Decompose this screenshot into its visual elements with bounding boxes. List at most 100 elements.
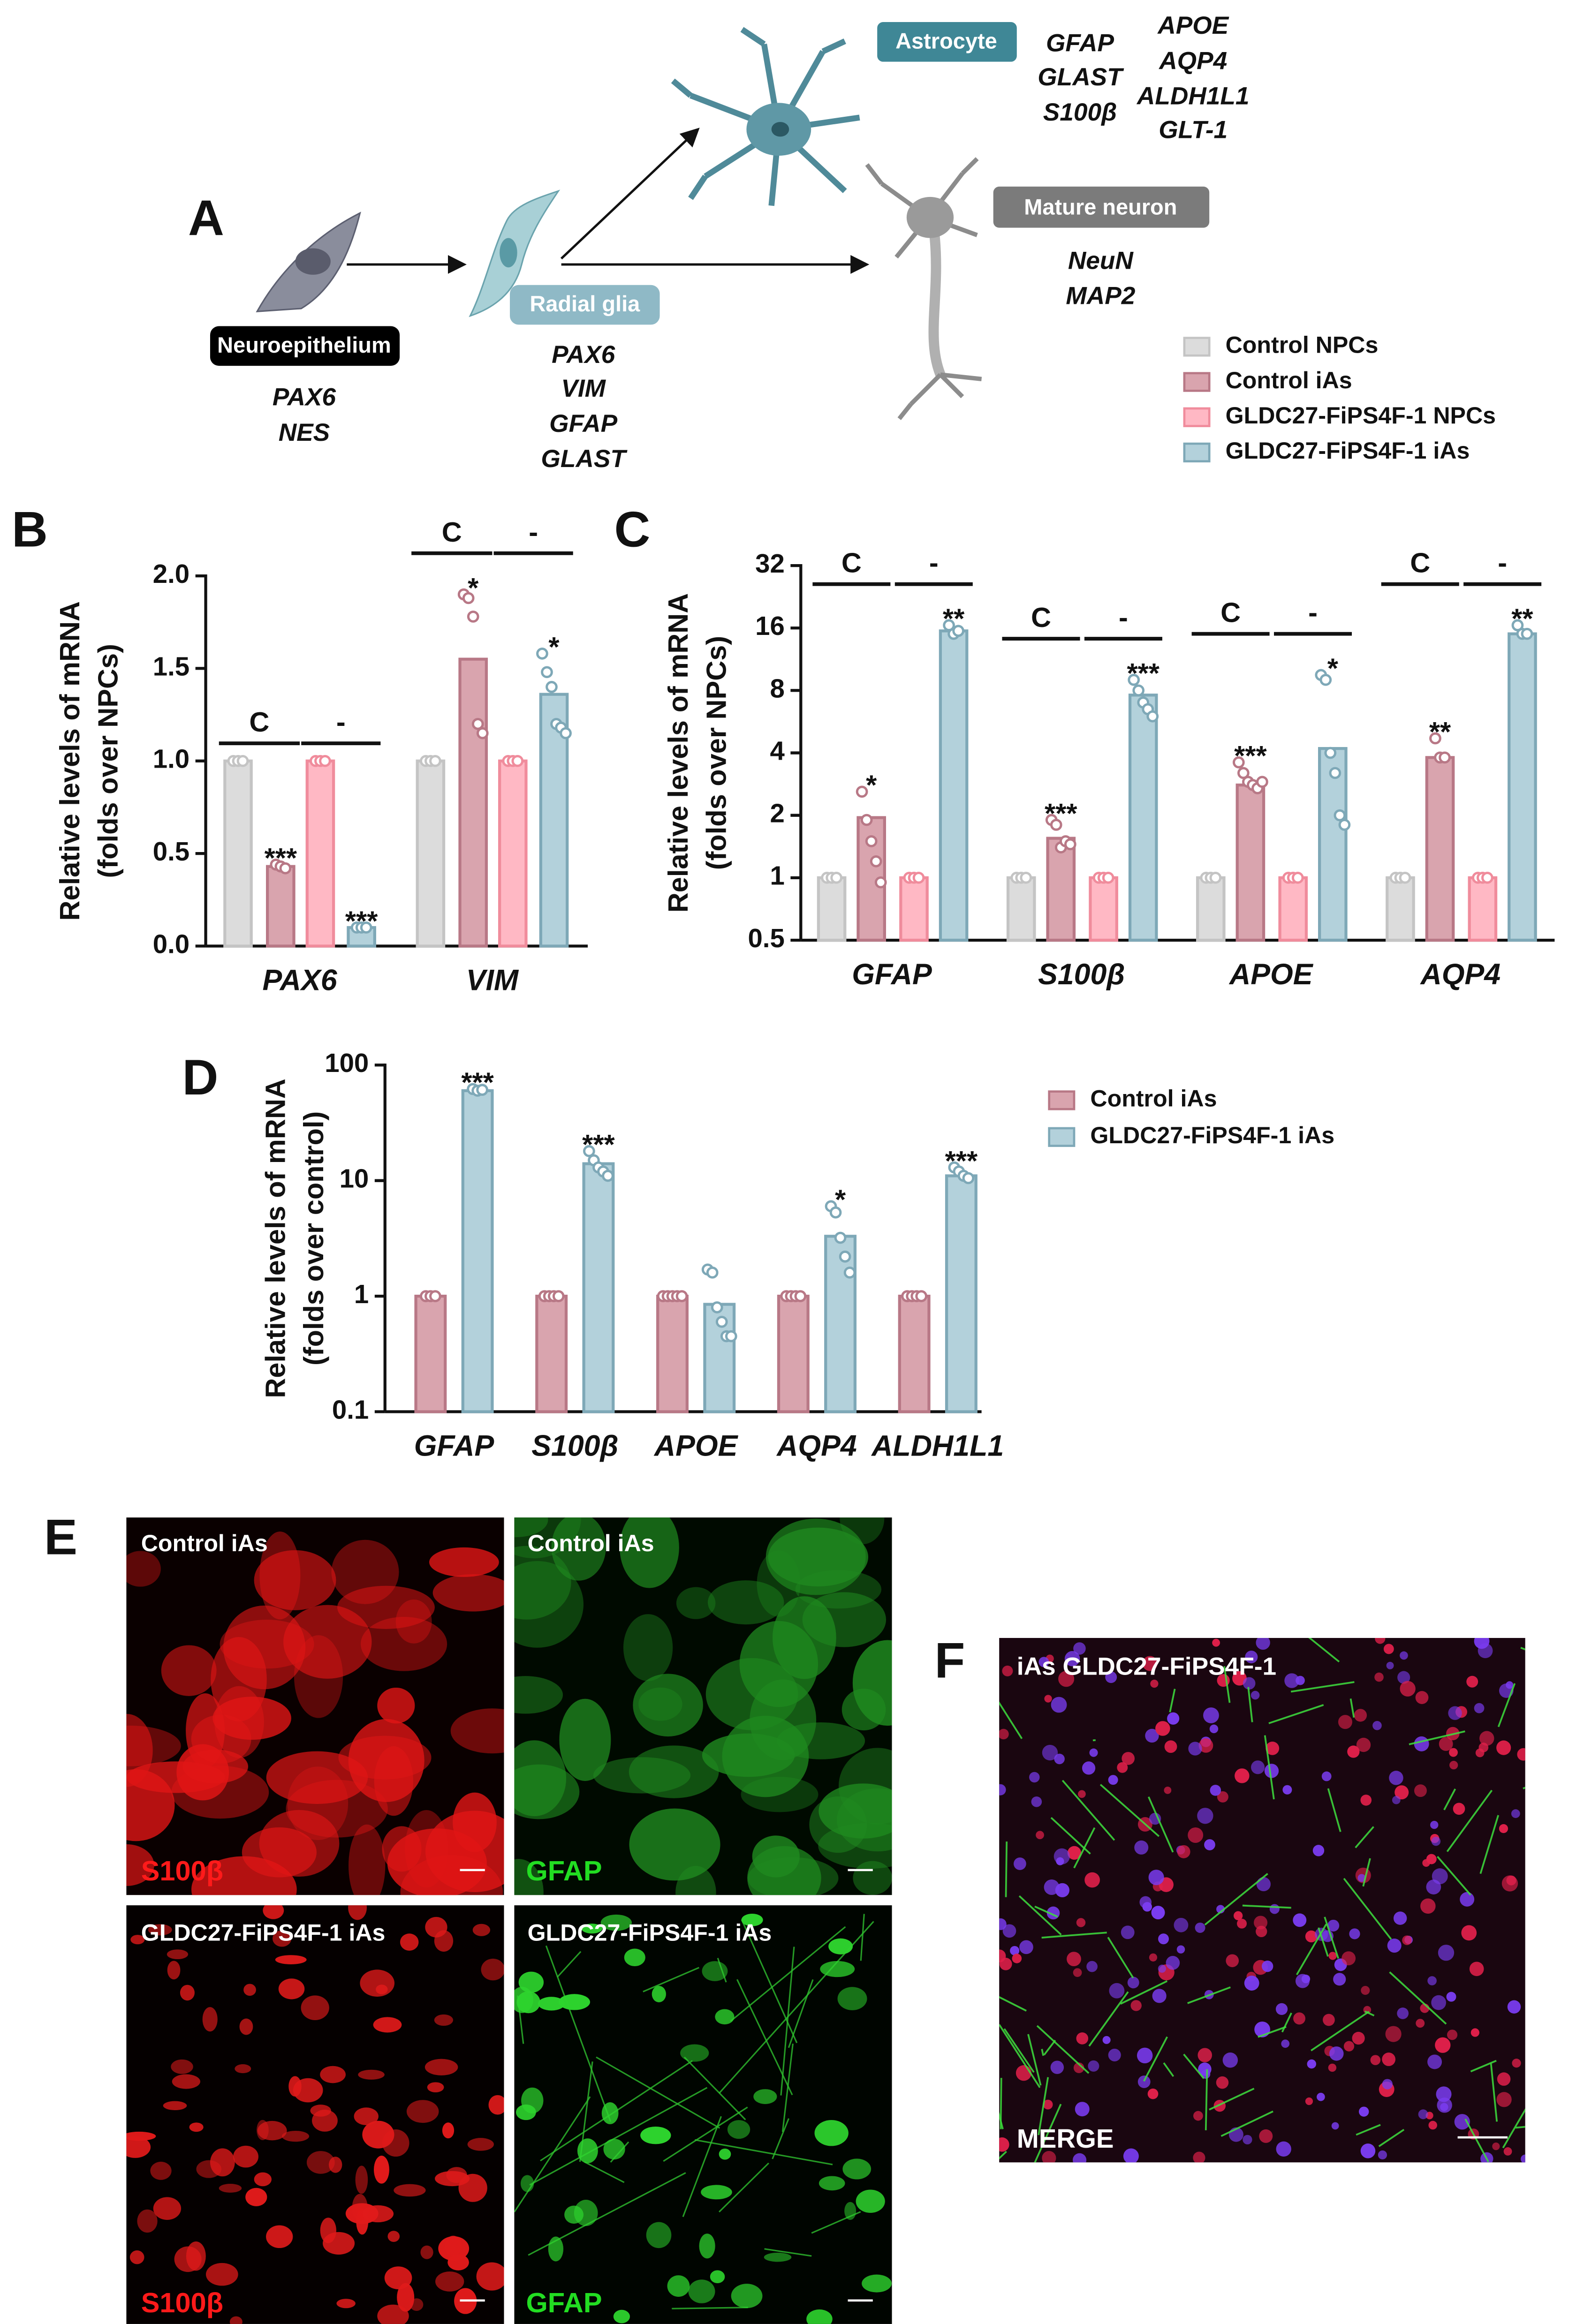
process <box>1247 1687 1253 1722</box>
bar <box>824 1235 857 1413</box>
cell <box>275 1955 307 1964</box>
cell <box>828 1938 853 1954</box>
significance: *** <box>265 842 297 874</box>
nucleus <box>1461 1925 1477 1941</box>
cell <box>425 1917 447 1938</box>
micrograph-content <box>126 1517 1525 2324</box>
nucleus <box>1212 1638 1220 1647</box>
nucleus <box>1036 1831 1044 1840</box>
nucleus <box>1042 1744 1058 1761</box>
nucleus <box>999 1728 1009 1740</box>
micrograph <box>999 1637 1525 2163</box>
bar <box>1128 694 1158 942</box>
comparison-label: - <box>1308 597 1318 628</box>
process <box>781 2044 794 2132</box>
cell <box>126 1844 154 1886</box>
nucleus <box>1082 1761 1096 1775</box>
cell <box>844 2202 856 2220</box>
process <box>1520 1646 1525 1651</box>
cell <box>254 1550 336 1610</box>
cell <box>514 1676 563 1714</box>
process <box>999 2024 1041 2088</box>
comparison-label: C <box>841 547 862 579</box>
nucleus <box>1123 2148 1139 2163</box>
comparison-label: C <box>249 706 269 738</box>
process <box>772 2118 789 2159</box>
data-point <box>583 1145 595 1157</box>
cell <box>180 1984 195 2001</box>
process <box>1479 1815 1500 1874</box>
legend-swatch <box>1048 1090 1076 1110</box>
nucleus <box>1466 1675 1478 1688</box>
process <box>999 1701 1023 1739</box>
process <box>1268 1704 1324 1724</box>
bar <box>1006 876 1036 942</box>
nucleus <box>1155 1721 1170 1736</box>
nucleus <box>1431 1836 1441 1846</box>
cell <box>620 1517 679 1588</box>
bar <box>945 1174 978 1413</box>
cell <box>126 1725 181 1766</box>
data-point <box>319 755 331 767</box>
nucleus <box>1359 2106 1369 2117</box>
process <box>1258 2026 1287 2038</box>
cell <box>514 1859 544 1895</box>
cell <box>442 2122 455 2139</box>
significance: ** <box>943 603 965 634</box>
x-tick-label: VIM <box>466 964 519 996</box>
nucleus <box>1137 2075 1151 2088</box>
process <box>1223 1666 1231 1703</box>
nucleus <box>1195 1922 1205 1933</box>
nucleus <box>1293 1913 1307 1927</box>
cell <box>167 1949 189 1960</box>
cell <box>768 1527 868 1587</box>
nucleus <box>1328 1952 1337 1960</box>
cell <box>434 2014 454 2026</box>
data-point <box>279 862 292 875</box>
process <box>1446 1789 1493 1852</box>
nucleus <box>1002 1665 1013 1676</box>
process <box>663 2106 748 2162</box>
cell <box>806 2309 833 2324</box>
nucleus <box>1089 1748 1098 1757</box>
data-point <box>870 855 882 868</box>
nucleus <box>771 122 789 137</box>
micrograph-texture <box>999 1637 1525 2163</box>
panel-letter: E <box>44 1509 77 1565</box>
nucleus <box>1382 2079 1393 2090</box>
cell <box>424 2059 458 2075</box>
process <box>1034 1905 1058 1918</box>
cell <box>266 1751 368 1804</box>
process <box>1308 1637 1340 1663</box>
data-point <box>471 717 484 730</box>
micrograph-texture <box>126 1905 504 2324</box>
nucleus <box>1067 1952 1081 1967</box>
bar <box>414 1294 447 1413</box>
nucleus <box>1245 1651 1258 1664</box>
nucleus <box>1327 1919 1340 1932</box>
cell <box>287 1766 349 1841</box>
significance: *** <box>1234 740 1267 771</box>
process <box>1356 2124 1381 2136</box>
cell <box>219 2184 242 2193</box>
nucleus <box>1067 1846 1081 1860</box>
marker: NeuN <box>1068 247 1134 274</box>
nucleus <box>1251 1690 1260 1700</box>
nucleus <box>1284 1673 1299 1688</box>
cell <box>376 1984 388 1994</box>
y-tick-label: 2 <box>770 799 784 828</box>
nucleus <box>1152 1989 1167 2003</box>
process <box>860 1914 865 1961</box>
stain-label: GFAP <box>526 1855 602 1886</box>
nucleus <box>1198 1738 1213 1753</box>
nucleus <box>1149 1953 1158 1962</box>
cell <box>202 2007 218 2032</box>
data-point <box>1429 732 1441 745</box>
nucleus <box>1193 2111 1203 2121</box>
significance: *** <box>582 1129 615 1160</box>
cell <box>229 2316 243 2324</box>
data-point <box>860 814 873 826</box>
stage-name: Neuroepithelium <box>217 332 391 357</box>
neuron-body <box>906 196 954 238</box>
nucleus <box>1256 1925 1267 1938</box>
